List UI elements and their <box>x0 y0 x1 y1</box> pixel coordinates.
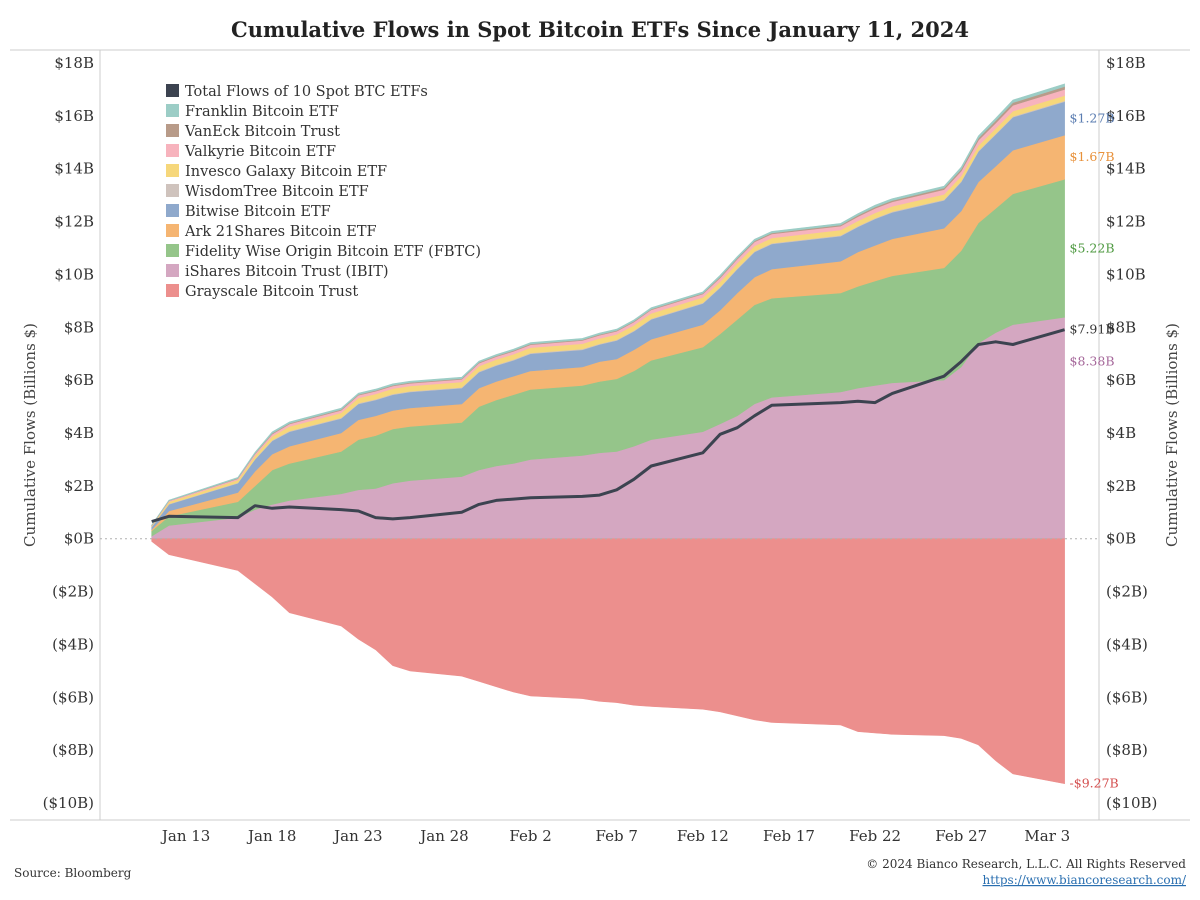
legend-swatch-vaneck-bitcoin-trust <box>166 124 179 137</box>
y-tick-left: $14B <box>54 160 94 178</box>
y-tick-left: ($8B) <box>52 741 94 759</box>
legend-label-vaneck-bitcoin-trust: VanEck Bitcoin Trust <box>184 124 340 140</box>
x-tick: Jan 13 <box>160 827 210 845</box>
y-tick-left: $4B <box>64 424 94 442</box>
legend-swatch-invesco-galaxy-bitcoin-etf <box>166 164 179 177</box>
x-tick: Jan 18 <box>246 827 296 845</box>
legend-label-ishares-bitcoin-trust-ibit: iShares Bitcoin Trust (IBIT) <box>185 264 389 280</box>
legend-label-fidelity-wise-origin-bitcoin-etf-fbtc: Fidelity Wise Origin Bitcoin ETF (FBTC) <box>185 244 481 260</box>
legend-swatch-franklin-bitcoin-etf <box>166 104 179 117</box>
legend-label-wisdomtree-bitcoin-etf: WisdomTree Bitcoin ETF <box>185 184 369 200</box>
y-tick-right: $18B <box>1106 54 1146 72</box>
x-tick: Feb 17 <box>763 827 815 845</box>
legend-swatch-valkyrie-bitcoin-etf <box>166 144 179 157</box>
y-tick-right: $16B <box>1106 107 1146 125</box>
y-tick-left: $2B <box>64 477 94 495</box>
y-tick-left: ($10B) <box>43 794 94 812</box>
end-labels: $1.27B $1.67B $5.22B $7.91B $8.38B -$9.27B <box>1070 110 1119 790</box>
y-tick-right: ($4B) <box>1106 635 1148 653</box>
y-tick-right: $12B <box>1106 213 1146 231</box>
y-tick-left: $10B <box>54 265 94 283</box>
y-tick-right: $14B <box>1106 160 1146 178</box>
legend-label-grayscale-bitcoin-trust: Grayscale Bitcoin Trust <box>185 284 358 300</box>
y-tick-right: ($6B) <box>1106 688 1148 706</box>
y-tick-right: $4B <box>1106 424 1136 442</box>
y-tick-left: $18B <box>54 54 94 72</box>
legend-label-bitwise-bitcoin-etf: Bitwise Bitcoin ETF <box>185 204 331 220</box>
end-label-fidelity-wise-origin-bitcoin-etf-fbtc: $5.22B <box>1070 240 1115 255</box>
y-axis-title-right: Cumulative Flows (Billions $) <box>1163 323 1181 547</box>
legend-swatch-fidelity-wise-origin-bitcoin-etf-fbtc <box>166 244 179 257</box>
y-tick-right: $0B <box>1106 530 1136 548</box>
y-tick-left: $12B <box>54 213 94 231</box>
legend-swatch-wisdomtree-bitcoin-etf <box>166 184 179 197</box>
end-label-ishares-bitcoin-trust-ibit: $8.38B <box>1070 354 1115 369</box>
area-franklin-bitcoin-etf <box>151 83 1065 527</box>
y-tick-left: $6B <box>64 371 94 389</box>
y-tick-right: $10B <box>1106 265 1146 283</box>
legend-swatch-bitwise-bitcoin-etf <box>166 204 179 217</box>
legend-swatch-total-flows-of-10-spot-btc-etfs <box>166 84 179 97</box>
x-tick: Jan 28 <box>418 827 468 845</box>
copyright-note: © 2024 Bianco Research, L.L.C. All Right… <box>866 857 1186 871</box>
y-tick-left: ($6B) <box>52 688 94 706</box>
end-label-ark-21shares-bitcoin-etf: $1.67B <box>1070 149 1115 164</box>
chart-title: Cumulative Flows in Spot Bitcoin ETFs Si… <box>231 17 969 42</box>
x-tick: Mar 3 <box>1024 827 1070 845</box>
x-tick: Feb 27 <box>935 827 987 845</box>
y-tick-right: $8B <box>1106 318 1136 336</box>
total-flows-line-group <box>151 328 1066 523</box>
y-tick-right: ($8B) <box>1106 741 1148 759</box>
total-flows-line <box>151 328 1066 523</box>
y-tick-left: ($2B) <box>52 583 94 601</box>
legend-label-valkyrie-bitcoin-etf: Valkyrie Bitcoin ETF <box>184 144 336 160</box>
y-tick-right: $2B <box>1106 477 1136 495</box>
x-axis: Jan 13 Jan 18 Jan 23 Jan 28 Feb 2 Feb 7 Feb 12… <box>160 827 1070 845</box>
legend-swatch-ishares-bitcoin-trust-ibit <box>166 264 179 277</box>
x-tick: Feb 12 <box>677 827 729 845</box>
x-tick: Jan 23 <box>332 827 382 845</box>
end-label-grayscale-bitcoin-trust: -$9.27B <box>1070 776 1119 791</box>
end-label-bitwise-bitcoin-etf: $1.27B <box>1070 110 1115 125</box>
stacked-areas <box>151 83 1065 785</box>
y-tick-left: ($4B) <box>52 635 94 653</box>
source-note: Source: Bloomberg <box>14 866 132 880</box>
legend-swatch-grayscale-bitcoin-trust <box>166 284 179 297</box>
y-tick-left: $0B <box>64 530 94 548</box>
y-tick-left: $16B <box>54 107 94 125</box>
y-axis-left: $18B $16B $14B $12B $10B $8B $6B $4B $2B $0B ($2B)… <box>43 54 94 812</box>
area-grayscale-bitcoin-trust <box>151 538 1065 785</box>
x-tick: Feb 7 <box>596 827 638 845</box>
legend-label-invesco-galaxy-bitcoin-etf: Invesco Galaxy Bitcoin ETF <box>185 164 387 180</box>
legend-label-ark-21shares-bitcoin-etf: Ark 21Shares Bitcoin ETF <box>184 224 377 240</box>
legend-label-total-flows-of-10-spot-btc-etfs: Total Flows of 10 Spot BTC ETFs <box>185 84 428 100</box>
x-tick: Feb 2 <box>509 827 551 845</box>
x-tick: Feb 22 <box>849 827 901 845</box>
legend: Total Flows of 10 Spot BTC ETFs Franklin … <box>166 84 481 300</box>
legend-swatch-ark-21shares-bitcoin-etf <box>166 224 179 237</box>
y-tick-right: ($10B) <box>1106 794 1157 812</box>
y-tick-right: ($2B) <box>1106 583 1148 601</box>
website-link[interactable]: https://www.biancoresearch.com/ <box>982 873 1186 887</box>
legend-label-franklin-bitcoin-etf: Franklin Bitcoin ETF <box>185 104 339 120</box>
end-label-total-flows-of-10-spot-btc-etfs: $7.91B <box>1070 322 1115 337</box>
y-axis-title-left: Cumulative Flows (Billions $) <box>21 323 39 547</box>
y-axis-right: $18B $16B $14B $12B $10B $8B $6B $4B $2B $0B ($2B)… <box>1106 54 1157 812</box>
y-tick-right: $6B <box>1106 371 1136 389</box>
y-tick-left: $8B <box>64 318 94 336</box>
